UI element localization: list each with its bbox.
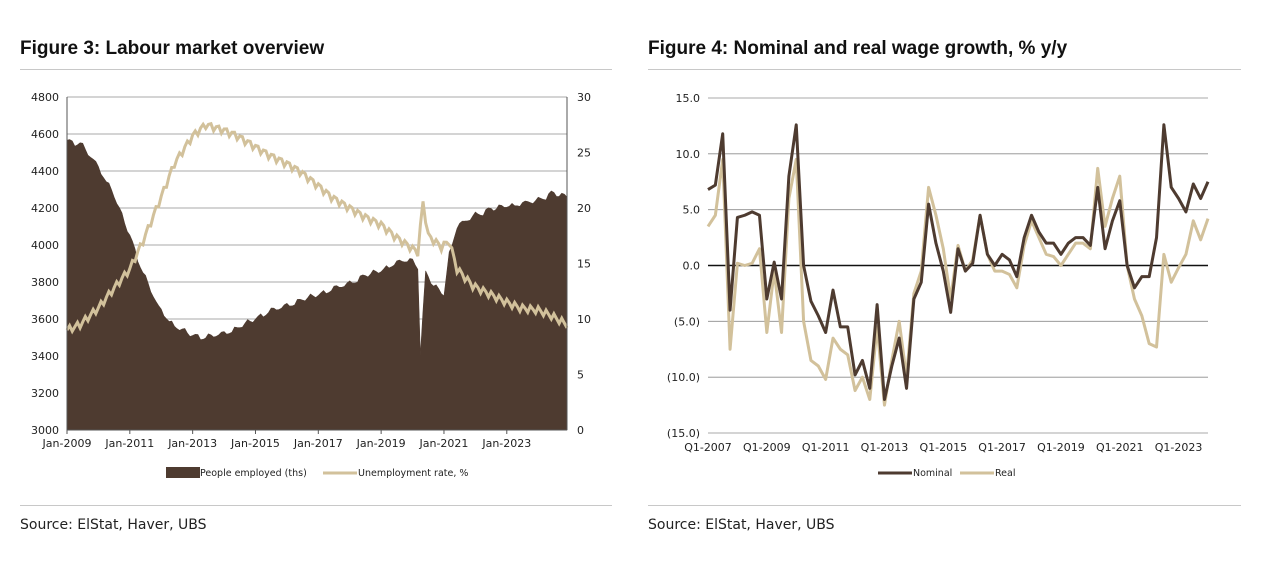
left-y-tick-label: 3800 [31,276,59,289]
y-tick-label: (10.0) [667,371,700,384]
wage-growth-chart: (15.0) (10.0) (5.0) 0.0 5.0 10.0 15.0 Q1-2007 Q1… [667,92,1210,479]
x-tick-label: Jan-2019 [356,437,406,450]
y-tick-label: 5.0 [683,204,701,217]
figure-4-bottom-rule [648,505,1241,506]
y-tick-label: (15.0) [667,427,700,440]
figure-3-panel: Figure 3: Labour market overview 3000 320… [0,0,630,562]
left-y-tick-label: 3400 [31,350,59,363]
y-tick-label: 10.0 [676,148,701,161]
left-y-tick-label: 4600 [31,128,59,141]
figure-4-source: Source: ElStat, Haver, UBS [648,517,835,533]
x-tick-label: Jan-2015 [230,437,280,450]
x-tick-label: Jan-2023 [481,437,531,450]
y-tick-label: (5.0) [674,315,700,328]
labour-market-chart: 3000 3200 3400 3600 3800 4000 4200 4400 4600 4800… [31,91,591,479]
x-tick-label: Q1-2021 [1096,441,1144,454]
legend-label-nominal: Nominal [913,468,952,479]
x-tick-label: Q1-2007 [684,441,732,454]
legend-swatch-people-employed [166,467,200,478]
right-y-tick-label: 10 [577,313,591,326]
left-y-tick-label: 4400 [31,165,59,178]
x-tick-label: Q1-2013 [861,441,909,454]
x-tick-label: Jan-2017 [293,437,343,450]
series-unemployment-rate-line [65,121,569,335]
legend-label-unemployment: Unemployment rate, % [358,468,468,479]
x-tick-label: Q1-2019 [1037,441,1085,454]
figure-3-title: Figure 3: Labour market overview [20,38,325,59]
x-tick-label: Q1-2017 [978,441,1026,454]
x-tick-label: Jan-2021 [419,437,469,450]
right-y-tick-label: 5 [577,369,584,382]
figure-4-top-rule [648,69,1241,70]
left-y-tick-label: 4800 [31,91,59,104]
x-tick-label: Q1-2009 [743,441,791,454]
x-tick-label: Q1-2023 [1155,441,1203,454]
x-tick-label: Jan-2009 [42,437,92,450]
x-tick-label: Jan-2011 [104,437,154,450]
legend-label-people-employed: People employed (ths) [200,468,307,479]
figure-4-title: Figure 4: Nominal and real wage growth, … [648,38,1068,59]
x-tick-label: Q1-2011 [802,441,850,454]
figure-4-panel: Figure 4: Nominal and real wage growth, … [630,0,1275,562]
series-nominal-line [707,123,1210,401]
x-tick-label: Jan-2013 [167,437,217,450]
left-y-tick-label: 3000 [31,424,59,437]
x-tick-label: Q1-2015 [919,441,967,454]
figure-3-bottom-rule [20,505,612,506]
right-y-tick-label: 20 [577,202,591,215]
right-y-tick-label: 30 [577,91,591,104]
figure-3-top-rule [20,69,612,70]
right-y-tick-label: 25 [577,147,591,160]
series-people-employed-area [66,139,568,431]
y-tick-label: 0.0 [683,260,701,273]
left-y-tick-label: 4000 [31,239,59,252]
legend-label-real: Real [995,468,1015,479]
figure-3-source: Source: ElStat, Haver, UBS [20,517,207,533]
right-y-tick-label: 0 [577,424,584,437]
left-y-tick-label: 3200 [31,387,59,400]
left-y-tick-label: 4200 [31,202,59,215]
y-tick-label: 15.0 [676,92,701,105]
right-y-tick-label: 15 [577,258,591,271]
left-y-tick-label: 3600 [31,313,59,326]
